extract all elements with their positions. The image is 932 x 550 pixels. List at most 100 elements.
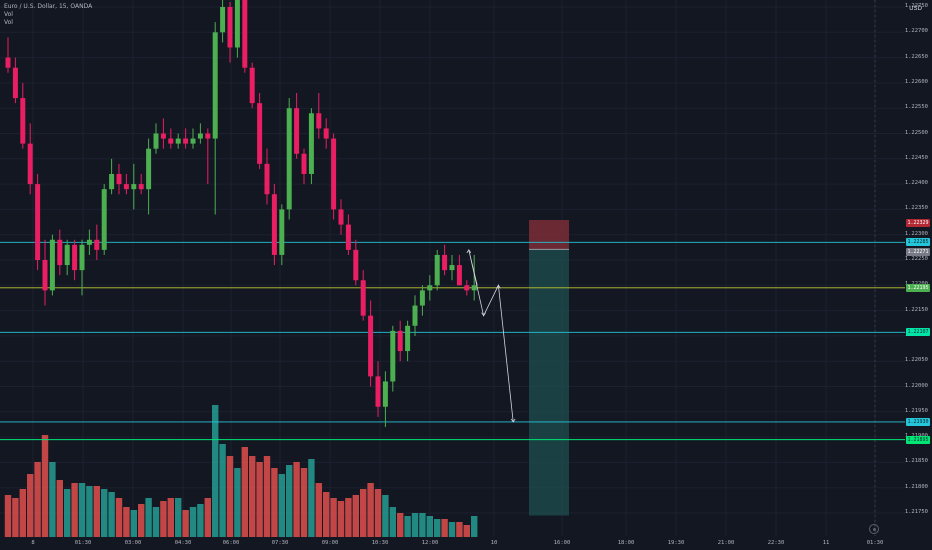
candle-down — [338, 209, 344, 225]
volume-bar — [93, 486, 100, 537]
candle-up — [308, 113, 314, 174]
volume-bar — [189, 507, 197, 537]
target-2-price-badge: 1.21895 — [906, 435, 930, 444]
volume-bar — [212, 405, 219, 537]
candle-down — [5, 57, 11, 68]
volume-bar — [108, 492, 115, 537]
volume-bar — [300, 468, 308, 537]
price-tick-label: 1.22000 — [904, 382, 928, 389]
candle-up — [234, 0, 240, 48]
price-tick-label: 1.22050 — [904, 357, 928, 364]
candle-up — [279, 209, 285, 255]
volume-bar — [419, 513, 426, 537]
volume-bar — [411, 513, 419, 537]
volume-bar — [101, 489, 108, 537]
time-tick-label: 19:30 — [667, 540, 685, 546]
volume-bar — [286, 465, 293, 537]
time-tick-label: 04:30 — [174, 540, 192, 546]
settings-gear-icon[interactable] — [869, 524, 879, 534]
candle-down — [264, 163, 270, 195]
volume-legend-2: Vol — [4, 19, 13, 26]
candle-up — [220, 7, 226, 33]
currency-label[interactable]: USD — [909, 5, 922, 12]
candle-up — [390, 330, 396, 382]
projection-arrowhead — [481, 312, 486, 317]
price-tick-label: 1.22600 — [904, 78, 928, 85]
price-tick-label: 1.22250 — [904, 256, 928, 262]
candle-down — [183, 138, 189, 144]
volume-bar — [12, 498, 19, 537]
candle-up — [449, 265, 455, 271]
volume-bar — [323, 492, 330, 537]
volume-legend-1: Vol — [4, 11, 13, 18]
candle-down — [368, 315, 374, 377]
volume-bar — [374, 489, 382, 537]
candle-down — [242, 0, 248, 68]
stop-loss-zone — [529, 220, 569, 250]
price-tick-label: 1.21850 — [904, 458, 928, 465]
volume-bar — [463, 525, 470, 537]
volume-bar — [234, 468, 241, 537]
price-tick-label: 1.22300 — [904, 230, 928, 237]
price-tick-label: 1.22150 — [904, 306, 928, 313]
price-tick-label: 1.22550 — [904, 104, 928, 111]
candle-up — [79, 244, 85, 271]
volume-bar — [226, 456, 234, 537]
volume-bar — [397, 513, 404, 537]
volume-bar — [152, 507, 160, 537]
entry-price-badge: 1.22271 — [906, 247, 930, 256]
price-tick-label: 1.21800 — [904, 483, 928, 490]
price-tick-label: 1.22700 — [904, 28, 928, 35]
volume-bar — [204, 498, 211, 537]
projection-arrowhead — [466, 249, 472, 254]
time-tick-label: 22:30 — [767, 540, 785, 546]
volume-bar — [64, 489, 71, 537]
candle-up — [419, 290, 425, 306]
volume-bar — [41, 435, 49, 537]
volume-bar — [138, 504, 145, 537]
volume-bar — [71, 483, 78, 537]
volume-bar — [182, 510, 189, 537]
volume-bar — [49, 462, 56, 537]
candle-up — [212, 32, 218, 139]
candle-up — [197, 133, 203, 139]
candle-down — [138, 184, 144, 190]
current-price-badge: 1.22195 — [906, 283, 930, 292]
volume-bar — [434, 519, 441, 537]
volume-bar — [219, 444, 226, 537]
time-tick-label: 16:00 — [553, 540, 571, 546]
volume-bar — [241, 447, 248, 537]
time-tick-label: 01:30 — [866, 540, 884, 546]
price-tick-label: 1.22650 — [904, 53, 928, 60]
volume-bar — [256, 462, 263, 537]
candle-down — [375, 376, 381, 407]
volume-bar — [293, 462, 300, 537]
volume-bar — [382, 495, 389, 537]
time-tick-label: 10:30 — [371, 540, 389, 546]
price-tick-label: 1.21750 — [904, 509, 928, 515]
volume-bar — [404, 516, 411, 537]
candle-up — [101, 189, 107, 250]
time-tick-label: 8 — [31, 540, 35, 546]
time-tick-label: 06:00 — [222, 540, 240, 546]
candle-down — [205, 133, 211, 139]
candle-up — [190, 138, 196, 144]
candle-down — [271, 194, 277, 255]
candle-down — [316, 113, 322, 129]
candle-down — [345, 224, 351, 250]
volume-bar — [271, 468, 278, 537]
volume-bar — [160, 501, 167, 537]
candle-down — [42, 260, 48, 291]
candle-down — [456, 265, 462, 286]
candle-down — [301, 153, 307, 174]
candle-down — [257, 103, 263, 164]
candle-up — [146, 148, 152, 190]
take-profit-zone — [529, 249, 569, 516]
candle-down — [294, 108, 300, 154]
price-tick-label: 1.22350 — [904, 205, 928, 212]
candle-down — [72, 244, 78, 271]
resistance-price-badge: 1.22285 — [906, 238, 930, 247]
